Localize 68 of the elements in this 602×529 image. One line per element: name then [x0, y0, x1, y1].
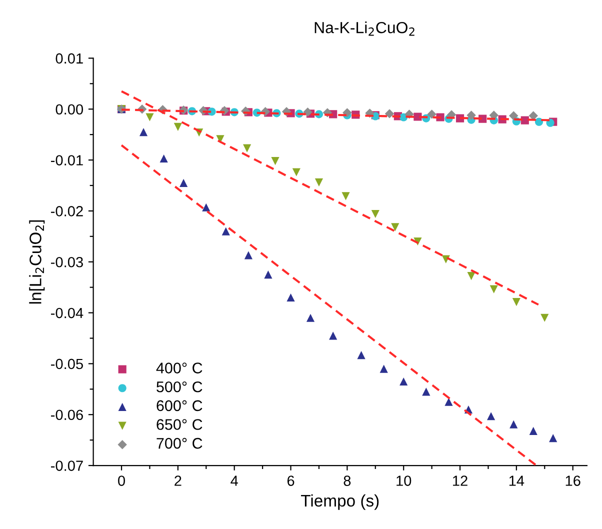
point [303, 108, 312, 117]
point [160, 154, 168, 163]
point [180, 178, 188, 187]
point [380, 364, 388, 373]
legend-label: 700° C [156, 438, 202, 449]
y-tick-label: -0.02 [51, 206, 83, 216]
point [529, 426, 538, 435]
point [478, 114, 487, 123]
point [427, 110, 436, 119]
x-tick-label: 16 [566, 476, 580, 486]
x-tick-label: 0 [118, 476, 126, 486]
point [510, 420, 518, 428]
point [400, 377, 408, 386]
point [466, 110, 476, 120]
y-tick-label: -0.07 [51, 460, 83, 471]
point [329, 332, 338, 340]
point [202, 203, 210, 212]
point [384, 109, 394, 118]
y-tick-label: -0.03 [51, 256, 83, 268]
point [292, 168, 300, 176]
point [489, 110, 498, 120]
point [222, 227, 230, 236]
point [244, 251, 253, 260]
point [314, 178, 324, 186]
x-tick-label: 2 [174, 476, 182, 486]
y-axis-title: ln[Li$_{2}$CuO$_{2}$] [29, 220, 45, 304]
x-tick-label: 8 [344, 476, 351, 486]
point [271, 156, 280, 166]
legend-label: 400° C [156, 362, 202, 374]
x-tick-label: 10 [396, 476, 412, 486]
point [391, 223, 400, 232]
legend-label: 600° C [156, 400, 202, 412]
point [306, 314, 315, 322]
y-tick-label: 0.01 [56, 53, 83, 64]
x-tick-label: 6 [287, 476, 294, 486]
point [490, 285, 498, 294]
point [486, 412, 496, 420]
legend-label: 650° C [156, 419, 202, 430]
x-axis-title: Tiempo (s) [301, 494, 379, 510]
y-tick-label: 0.00 [56, 104, 84, 115]
y-tick-label: -0.04 [51, 308, 84, 318]
point [540, 314, 549, 322]
x-tick-label: 12 [453, 476, 468, 486]
point [414, 112, 422, 121]
point [509, 111, 518, 120]
point [286, 293, 295, 302]
point [512, 298, 520, 306]
point [422, 388, 430, 396]
point [444, 398, 453, 406]
y-tick-label: -0.06 [51, 410, 83, 420]
y-tick-label: -0.05 [51, 358, 83, 370]
point [534, 118, 544, 126]
x-tick-label: 14 [509, 476, 524, 486]
chart-title: Na-K-Li$_{2}$CuO$_{2}$ [314, 22, 414, 36]
point [357, 350, 366, 360]
point [549, 434, 558, 442]
legend-label: 500° C [156, 381, 202, 392]
point [467, 272, 476, 280]
y-tick-label: -0.01 [51, 155, 83, 166]
x-tick-label: 4 [230, 476, 238, 486]
point [342, 192, 350, 200]
point [342, 108, 352, 118]
point [371, 210, 380, 218]
point [139, 128, 148, 136]
point [264, 270, 272, 279]
point [174, 122, 182, 131]
point [146, 113, 154, 122]
point [242, 144, 252, 152]
